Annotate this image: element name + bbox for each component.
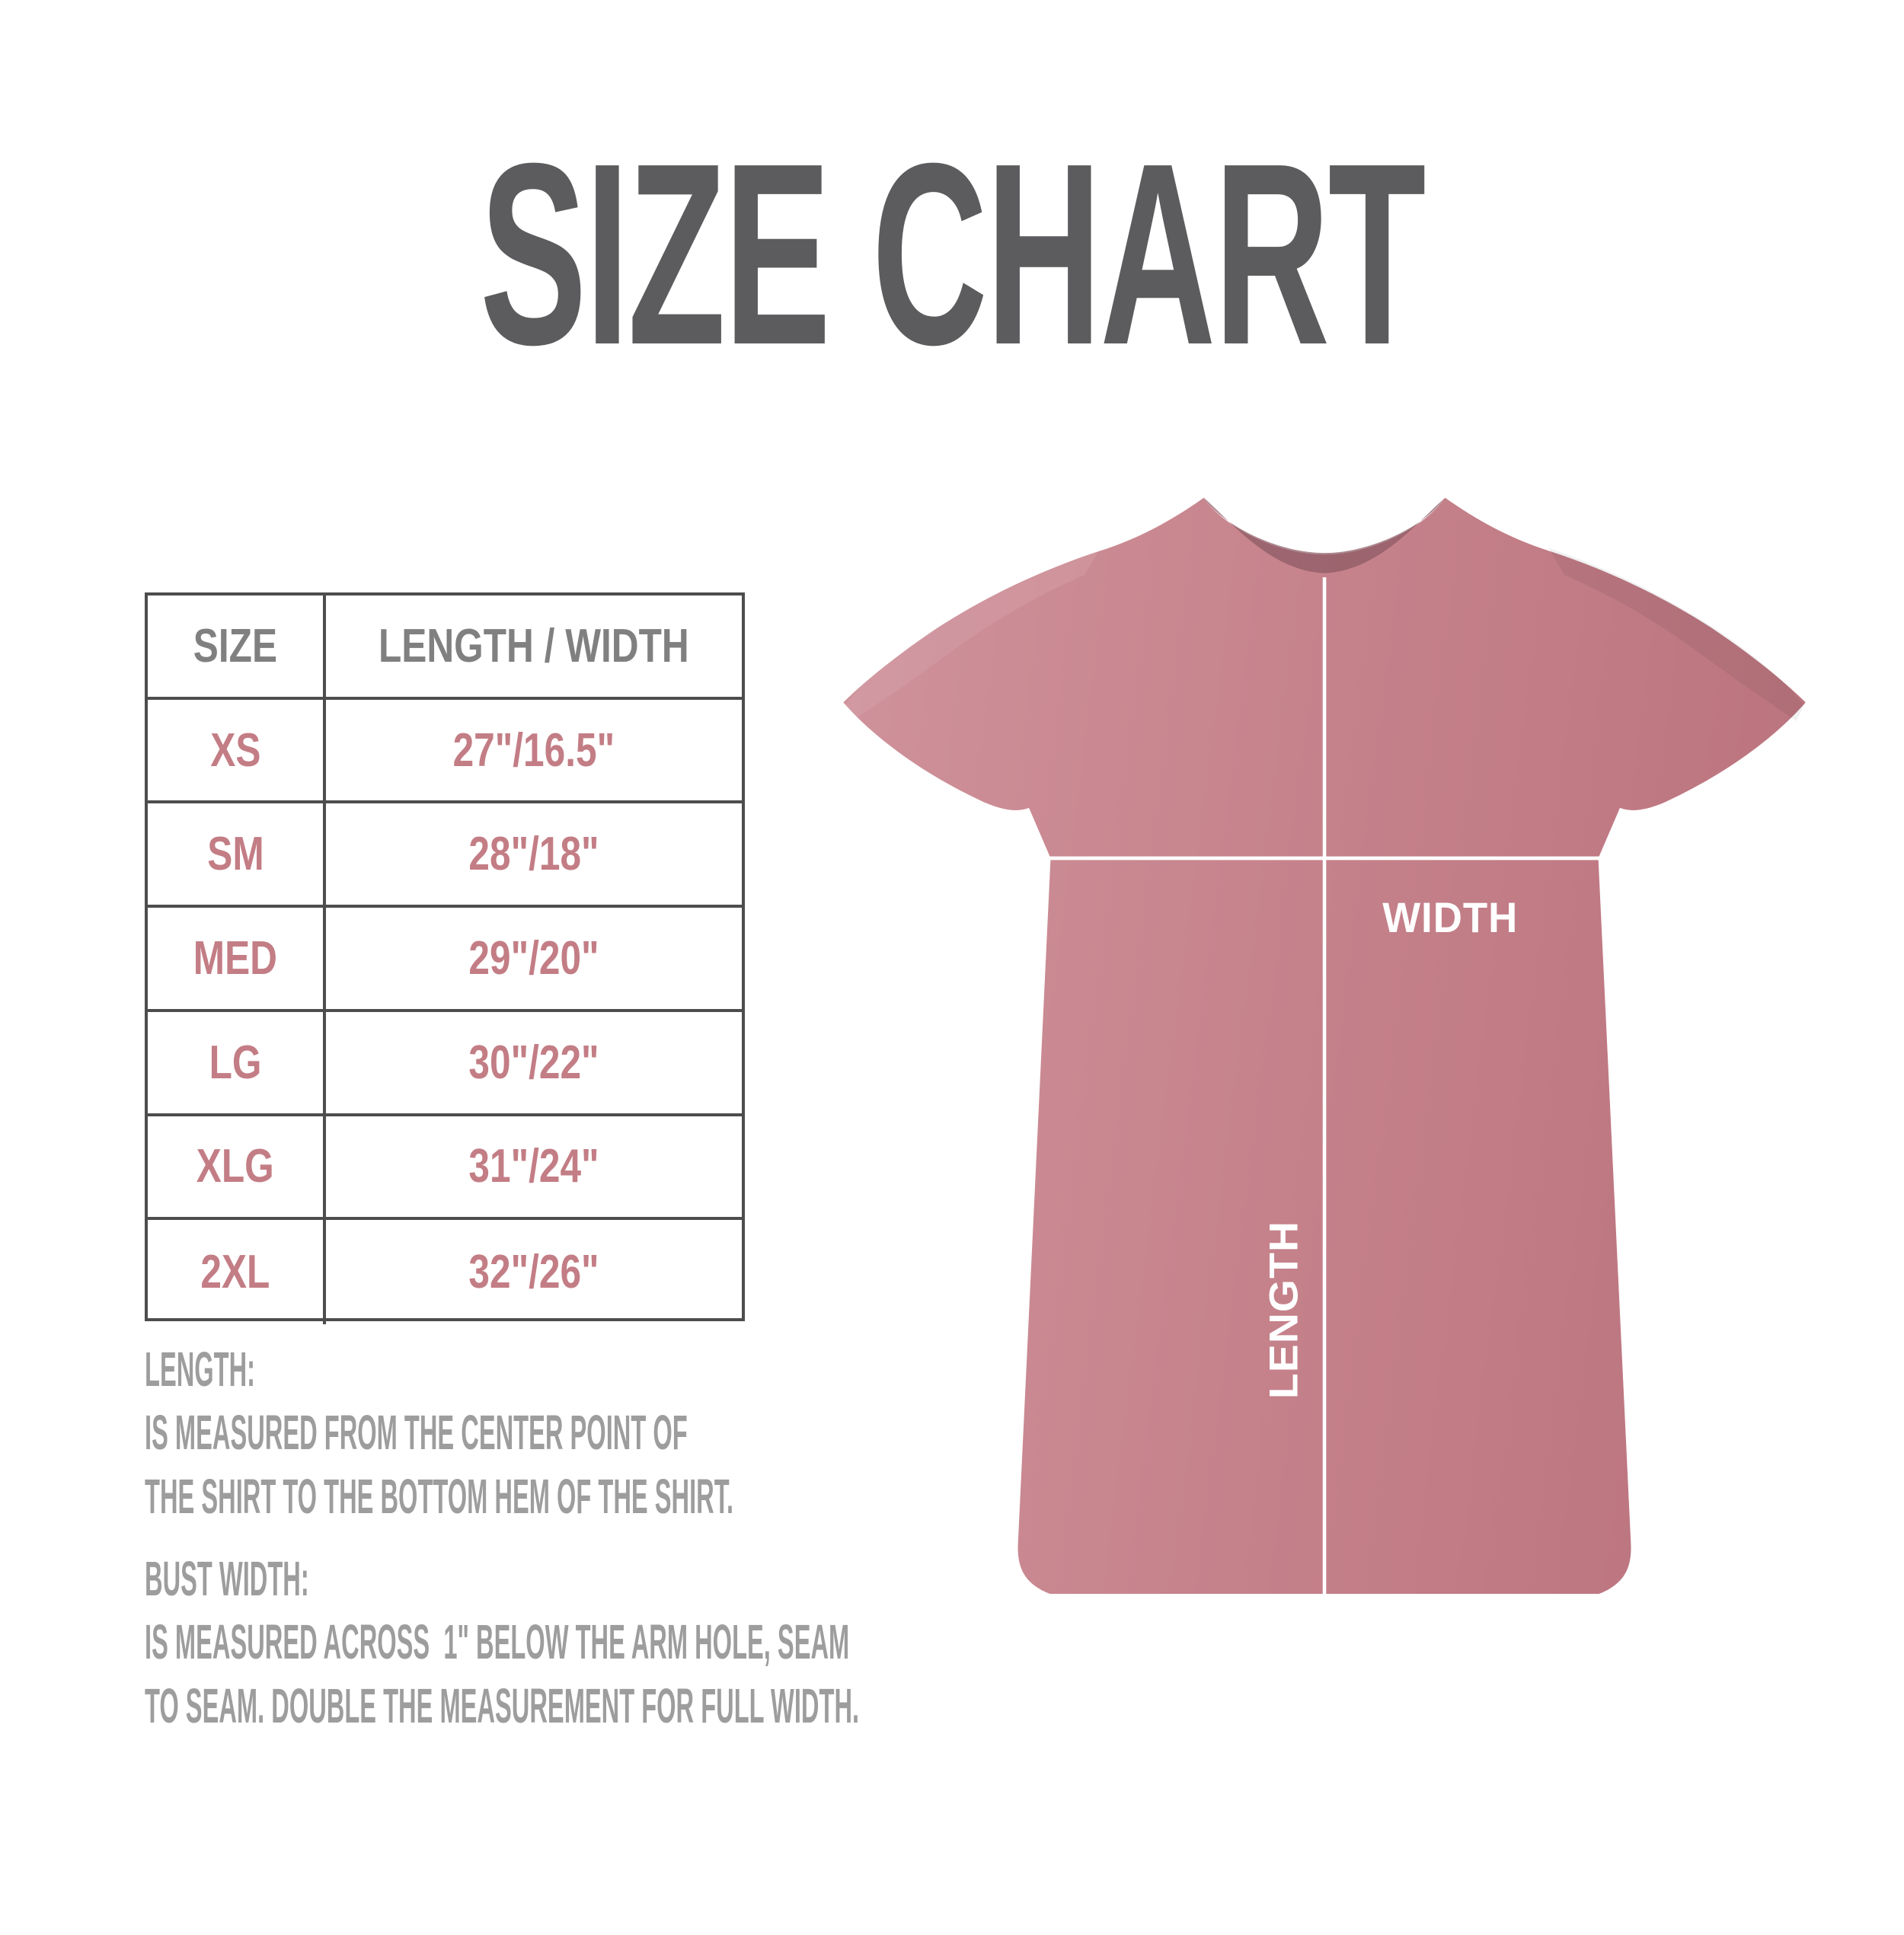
svg-text:WIDTH: WIDTH <box>1382 895 1518 941</box>
